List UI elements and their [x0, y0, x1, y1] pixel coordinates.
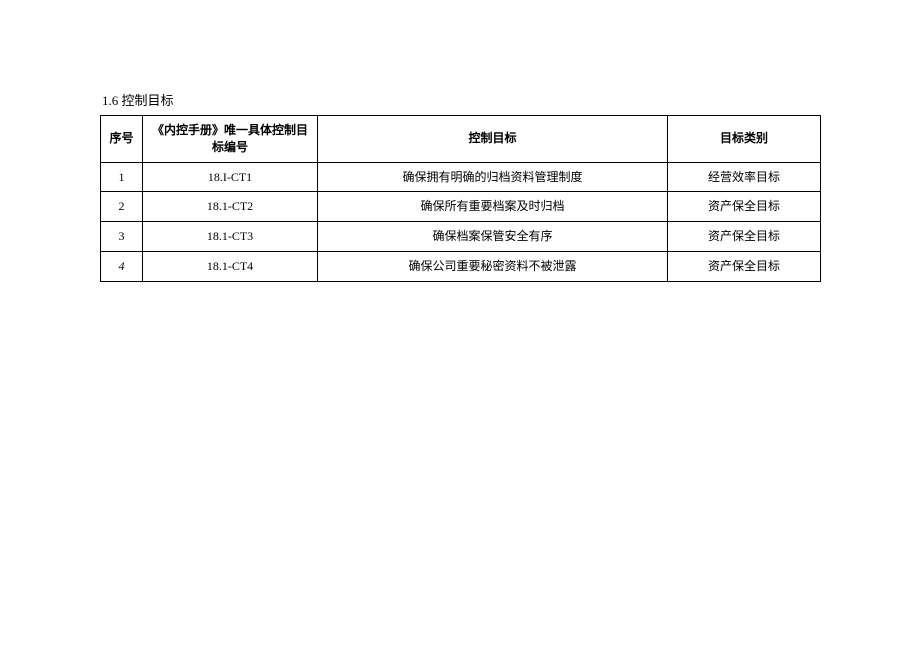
- cell-index: 2: [101, 192, 143, 222]
- cell-goal: 确保档案保管安全有序: [318, 222, 668, 252]
- col-header-index: 序号: [101, 116, 143, 163]
- cell-code: 18.1-CT3: [143, 222, 318, 252]
- cell-goal: 确保所有重要档案及时归档: [318, 192, 668, 222]
- table-row: 118.I-CT1确保拥有明确的归档资料管理制度经营效率目标: [101, 162, 821, 192]
- col-header-goal: 控制目标: [318, 116, 668, 163]
- cell-index: 3: [101, 222, 143, 252]
- cell-code: 18.I-CT1: [143, 162, 318, 192]
- cell-goal: 确保公司重要秘密资料不被泄露: [318, 251, 668, 281]
- section-title: 1.6 控制目标: [102, 90, 860, 109]
- table-row: 218.1-CT2确保所有重要档案及时归档资产保全目标: [101, 192, 821, 222]
- cell-code: 18.1-CT2: [143, 192, 318, 222]
- cell-code: 18.1-CT4: [143, 251, 318, 281]
- table-header: 序号 《内控手册》唯一具体控制目标编号 控制目标 目标类别: [101, 116, 821, 163]
- col-header-category: 目标类别: [668, 116, 821, 163]
- col-header-code: 《内控手册》唯一具体控制目标编号: [143, 116, 318, 163]
- table-row: 418.1-CT4确保公司重要秘密资料不被泄露资产保全目标: [101, 251, 821, 281]
- table-body: 118.I-CT1确保拥有明确的归档资料管理制度经营效率目标218.1-CT2确…: [101, 162, 821, 281]
- table-row: 318.1-CT3确保档案保管安全有序资产保全目标: [101, 222, 821, 252]
- cell-goal: 确保拥有明确的归档资料管理制度: [318, 162, 668, 192]
- cell-index: 4: [101, 251, 143, 281]
- control-objectives-table: 序号 《内控手册》唯一具体控制目标编号 控制目标 目标类别 118.I-CT1确…: [100, 115, 821, 282]
- cell-index: 1: [101, 162, 143, 192]
- cell-category: 资产保全目标: [668, 222, 821, 252]
- cell-category: 经营效率目标: [668, 162, 821, 192]
- cell-category: 资产保全目标: [668, 251, 821, 281]
- table-header-row: 序号 《内控手册》唯一具体控制目标编号 控制目标 目标类别: [101, 116, 821, 163]
- page-container: 1.6 控制目标 序号 《内控手册》唯一具体控制目标编号 控制目标 目标类别 1…: [0, 0, 920, 282]
- cell-category: 资产保全目标: [668, 192, 821, 222]
